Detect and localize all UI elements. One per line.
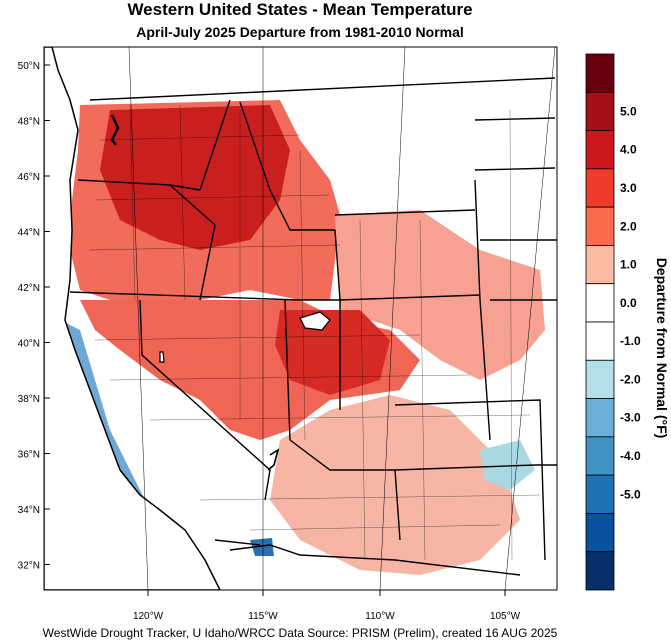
- lat-label: 36°N: [18, 450, 40, 461]
- latitude-axis: 50°N 48°N 46°N 44°N 42°N 40°N 38°N 36°N 34°N 32°N: [18, 61, 50, 572]
- colorbar-swatch: [585, 474, 615, 514]
- longitude-axis: 120°W 115°W 110°W 105°W: [133, 590, 521, 622]
- lon-label: 115°W: [248, 611, 278, 622]
- lake-tahoe: [159, 351, 165, 363]
- map-footer: WestWide Drought Tracker, U Idaho/WRCC D…: [42, 626, 558, 640]
- lat-label: 46°N: [18, 172, 40, 183]
- colorbar-swatch: [585, 130, 615, 170]
- lon-label: 105°W: [490, 611, 521, 622]
- lat-label: 38°N: [18, 394, 40, 405]
- colorbar-tick-label: -1.0: [620, 334, 641, 348]
- colorbar-swatch: [585, 91, 615, 131]
- colorbar-tick-label: -4.0: [620, 449, 641, 463]
- county-lines: [89, 104, 541, 561]
- great-salt-lake: [299, 311, 331, 331]
- colorbar-swatch: [585, 359, 615, 399]
- colorbar-tick-label: -2.0: [620, 372, 641, 386]
- lake-mead: [267, 448, 280, 471]
- map-subtitle: April-July 2025 Departure from 1981-2010…: [136, 24, 464, 40]
- colorbar-title: Departure from Normal (°F): [654, 258, 670, 439]
- colorbar-swatch: [585, 53, 615, 93]
- anomaly-region-cool-newmexico: [480, 440, 535, 490]
- colorbar-swatch: [585, 551, 615, 591]
- colorbar-swatch: [585, 321, 615, 361]
- map-frame: [43, 46, 558, 591]
- lon-label: 110°W: [365, 611, 395, 622]
- colorbar-tick-label: -3.0: [620, 411, 641, 425]
- colorbar-swatch: [585, 513, 615, 553]
- lat-label: 48°N: [18, 117, 40, 128]
- colorbar-swatch: [585, 436, 615, 476]
- lat-label: 50°N: [18, 61, 40, 72]
- colorbar-tick-label: -5.0: [620, 487, 641, 501]
- graticule: [128, 47, 556, 590]
- colorbar-tick-label: 0.0: [620, 296, 637, 310]
- anomaly-region-rockies: [335, 210, 545, 380]
- lat-label: 32°N: [18, 561, 40, 572]
- puget-sound: [110, 114, 120, 146]
- lon-label: 120°W: [133, 611, 164, 622]
- lat-label: 42°N: [18, 283, 40, 294]
- colorbar-tick-label: 2.0: [620, 219, 637, 233]
- map-title: Western United States - Mean Temperature: [127, 0, 473, 19]
- lat-label: 40°N: [18, 339, 40, 350]
- lat-label: 34°N: [18, 505, 40, 516]
- anomaly-region-warm-core: [100, 105, 290, 250]
- colorbar-swatches: [585, 53, 615, 591]
- colorbar-tick-label: 1.0: [620, 258, 637, 272]
- colorbar-swatch: [585, 283, 615, 323]
- lat-label: 44°N: [18, 228, 40, 239]
- colorbar-tick-label: 3.0: [620, 181, 637, 195]
- colorbar-swatch: [585, 245, 615, 285]
- pacific-ocean: [44, 47, 221, 590]
- map-plot-area: [44, 47, 557, 590]
- colorbar-tick-labels: 5.0 4.0 3.0 2.0 1.0 0.0 -1.0 -2.0 -3.0 -4.0 -5.0: [620, 104, 641, 501]
- state-borders: [69, 77, 557, 576]
- colorbar-tick-label: 5.0: [620, 104, 637, 118]
- colorbar-swatch: [585, 168, 615, 208]
- anomaly-region-cool-socal: [250, 538, 274, 556]
- colorbar-tick-label: 4.0: [620, 143, 637, 157]
- colorbar-swatch: [585, 206, 615, 246]
- colorbar: 5.0 4.0 3.0 2.0 1.0 0.0 -1.0 -2.0 -3.0 -4.0 -5.0 D…: [585, 53, 670, 591]
- colorbar-swatch: [585, 398, 615, 438]
- anomaly-region-southwest: [270, 395, 520, 575]
